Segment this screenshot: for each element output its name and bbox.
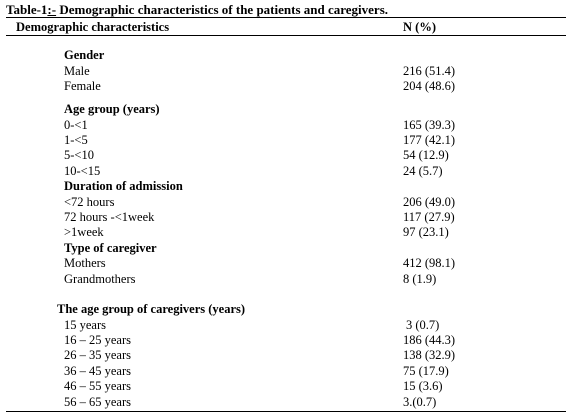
row-value: 54 (12.9): [403, 148, 449, 162]
table-title: Table-1:- Demographic characteristics of…: [6, 2, 388, 18]
table-title-separator: :-: [47, 2, 57, 17]
table-title-prefix: Table-1: [6, 2, 48, 17]
row-value: 165 (39.3): [403, 118, 456, 132]
table-bottom-rule: [6, 411, 566, 412]
header-count-percent: N (%): [403, 20, 436, 34]
row-label: 1-<5: [64, 133, 88, 147]
table-title-text: Demographic characteristics of the patie…: [56, 2, 389, 17]
row-value: 216 (51.4): [403, 64, 456, 78]
row-label: 0-<1: [64, 118, 88, 132]
row-label: 72 hours -<1week: [64, 210, 155, 224]
row-label: 26 – 35 years: [64, 348, 131, 362]
row-value: 3.(0.7): [403, 395, 437, 409]
title-rule: [6, 17, 566, 18]
row-value: 8 (1.9): [403, 272, 437, 286]
row-value: 412 (98.1): [403, 256, 456, 270]
row-label: 36 – 45 years: [64, 364, 131, 378]
row-value: 206 (49.0): [403, 195, 456, 209]
section-heading-caregiver-age: The age group of caregivers (years): [57, 302, 246, 316]
row-label: 15 years: [64, 318, 106, 332]
row-label: >1week: [64, 225, 104, 239]
row-label: 16 – 25 years: [64, 333, 131, 347]
row-label: Female: [64, 79, 101, 93]
row-value: 15 (3.6): [403, 379, 443, 393]
section-heading-duration: Duration of admission: [64, 179, 183, 193]
row-label: Male: [64, 64, 90, 78]
row-label: 56 – 65 years: [64, 395, 131, 409]
row-label: 10-<15: [64, 164, 101, 178]
row-value: 3 (0.7): [406, 318, 440, 332]
row-label: 5-<10: [64, 148, 94, 162]
row-value: 117 (27.9): [403, 210, 455, 224]
header-characteristics: Demographic characteristics: [16, 20, 170, 34]
row-label: Mothers: [64, 256, 106, 270]
row-value: 97 (23.1): [403, 225, 449, 239]
section-heading-gender: Gender: [64, 48, 105, 62]
row-value: 186 (44.3): [403, 333, 456, 347]
section-heading-age-group: Age group (years): [64, 102, 160, 116]
row-value: 75 (17.9): [403, 364, 449, 378]
row-value: 24 (5.7): [403, 164, 443, 178]
header-rule: [6, 35, 566, 36]
row-value: 177 (42.1): [403, 133, 456, 147]
row-label: 46 – 55 years: [64, 379, 131, 393]
row-label: <72 hours: [64, 195, 115, 209]
row-value: 204 (48.6): [403, 79, 456, 93]
section-heading-caregiver-type: Type of caregiver: [64, 241, 157, 255]
row-value: 138 (32.9): [403, 348, 456, 362]
row-label: Grandmothers: [64, 272, 136, 286]
